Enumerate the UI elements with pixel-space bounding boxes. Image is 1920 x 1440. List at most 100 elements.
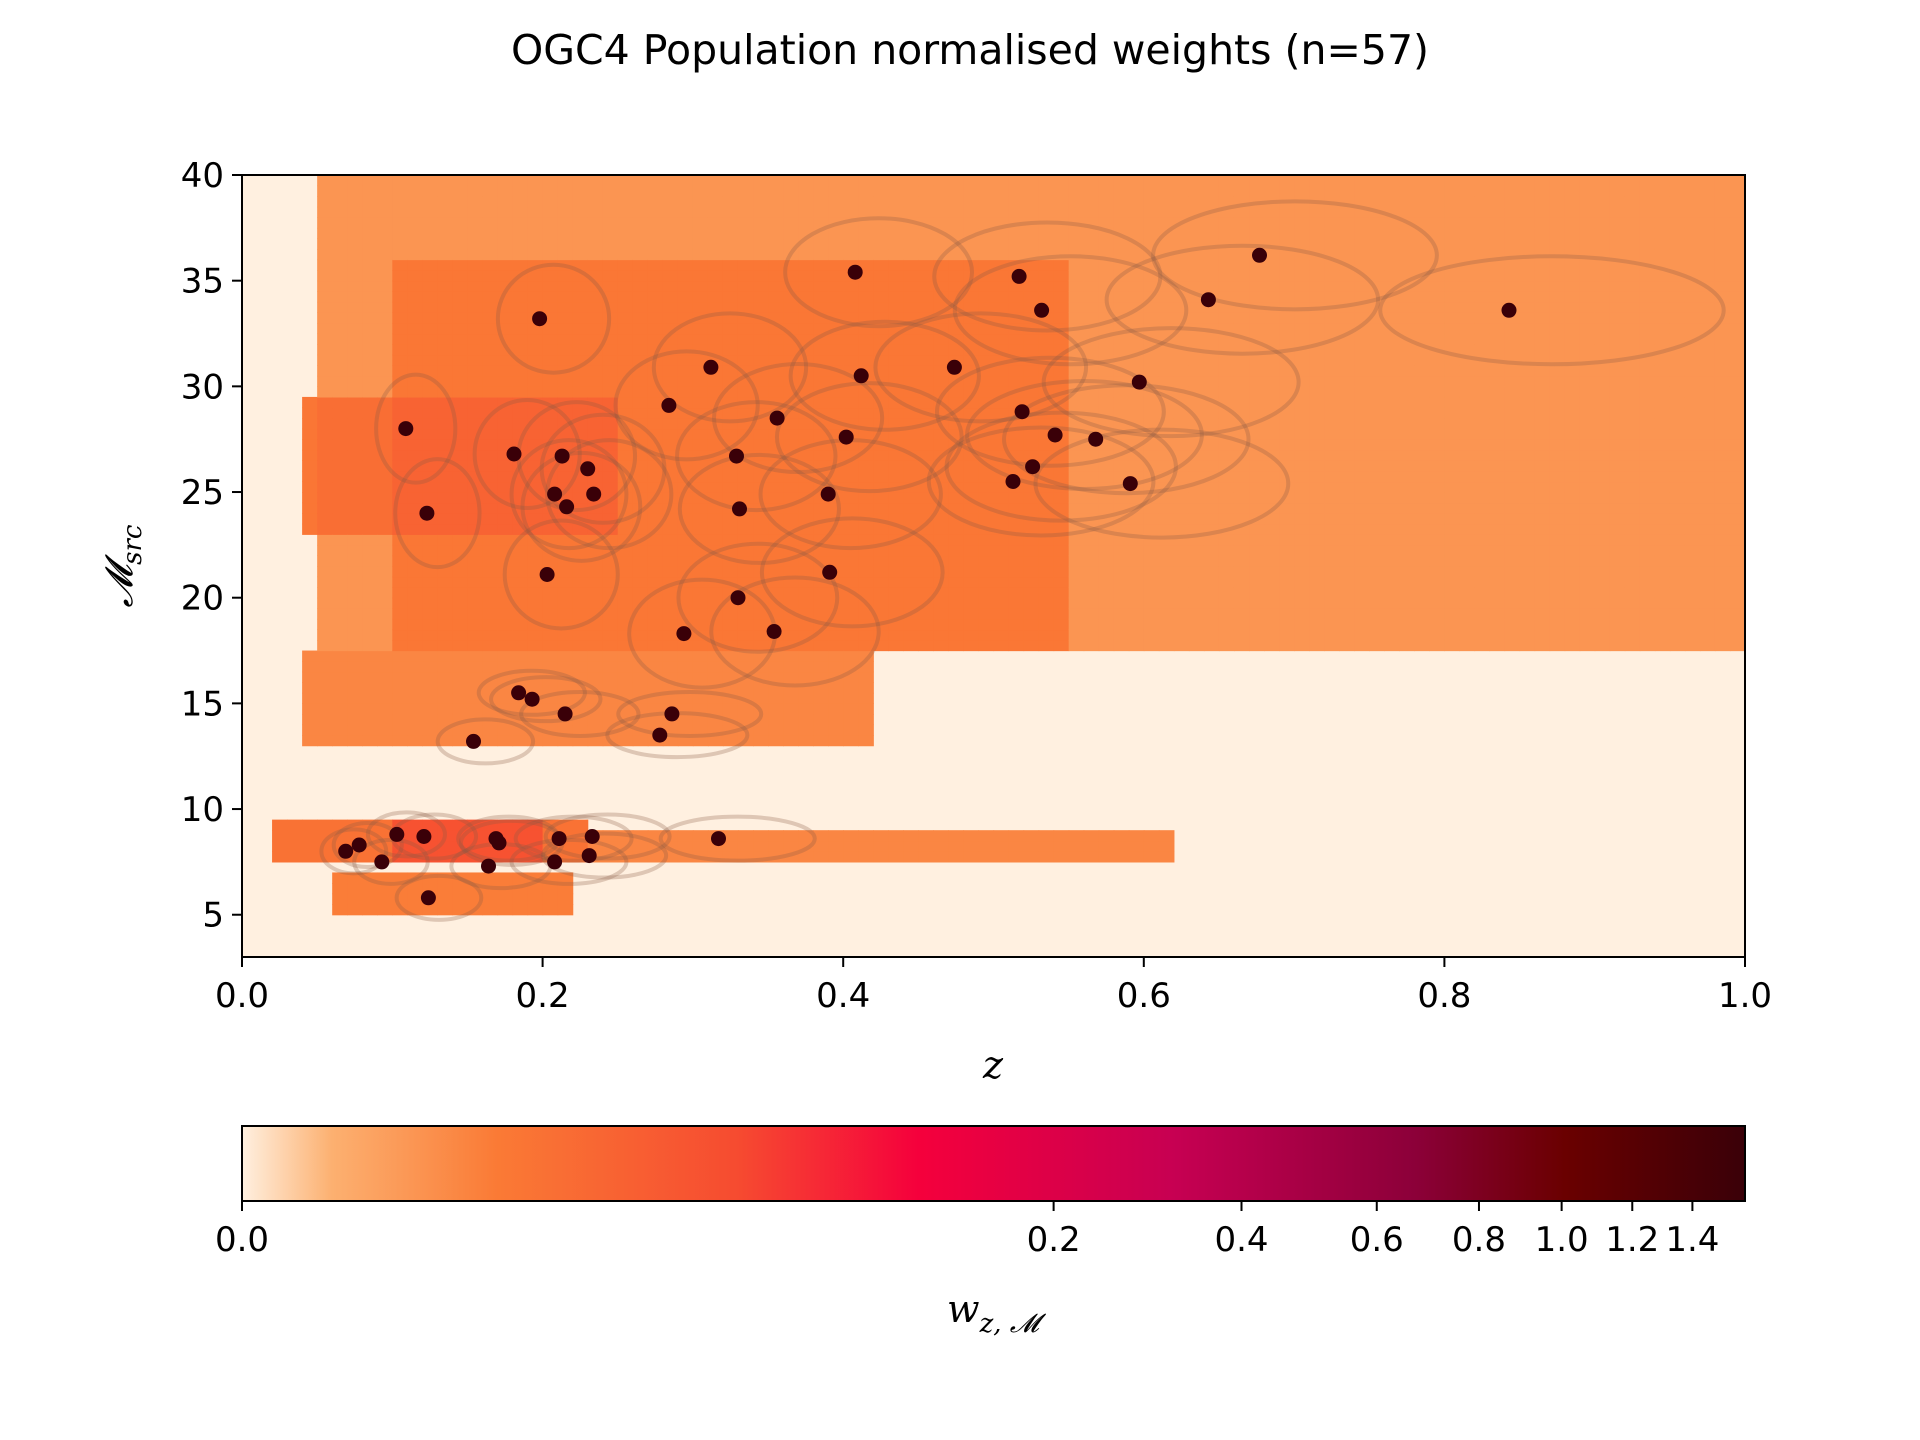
heatmap-cell: [422, 386, 438, 398]
heatmap-cell: [467, 322, 484, 335]
heatmap-cell: [662, 227, 679, 240]
heatmap-cell: [1474, 301, 1491, 313]
posterior-contour: [926, 425, 1156, 538]
heatmap-cell: [1068, 618, 1085, 631]
heatmap-cell: [1218, 449, 1235, 461]
heatmap-cell: [737, 185, 754, 197]
heatmap-cell: [1639, 238, 1656, 250]
heatmap-cell: [347, 333, 363, 345]
heatmap-cell: [392, 608, 408, 620]
heatmap-cell: [963, 270, 980, 282]
heatmap-cell: [1218, 534, 1235, 546]
heatmap-cell: [1639, 248, 1656, 261]
heatmap-cell: [482, 819, 499, 831]
heatmap-cell: [888, 523, 904, 535]
heatmap-cell: [1444, 576, 1461, 588]
posterior-contour: [712, 362, 885, 475]
heatmap-cell: [1669, 566, 1686, 578]
heatmap-cell: [1294, 301, 1310, 313]
heatmap-cell: [497, 544, 514, 557]
heatmap-cell: [377, 682, 393, 694]
heatmap-cell: [1218, 618, 1235, 631]
heatmap-cell: [1068, 185, 1085, 197]
heatmap-cell: [662, 333, 679, 345]
heatmap-cell: [1203, 407, 1220, 419]
heatmap-cell: [587, 280, 604, 292]
heatmap-cell: [1173, 639, 1190, 652]
heatmap-cell: [798, 460, 814, 472]
heatmap-cell: [1068, 386, 1085, 398]
heatmap-cell: [1654, 460, 1671, 472]
heatmap-cell: [873, 830, 889, 842]
heatmap-cell: [1023, 333, 1040, 345]
heatmap-cell: [692, 555, 709, 567]
heatmap-cell: [798, 513, 814, 525]
heatmap-cell: [1113, 576, 1130, 588]
heatmap-cell: [783, 629, 799, 641]
heatmap-cell: [587, 428, 604, 440]
heatmap-cell: [1008, 555, 1025, 567]
heatmap-cell: [1609, 185, 1626, 197]
heatmap-cell: [948, 217, 965, 229]
heatmap-cell: [707, 587, 724, 599]
heatmap-cell: [1489, 513, 1506, 525]
heatmap-cell: [828, 291, 844, 303]
heatmap-cell: [1384, 439, 1400, 451]
heatmap-cell: [1714, 544, 1731, 557]
posterior-contour: [352, 837, 430, 886]
heatmap-cell: [1233, 312, 1250, 324]
heatmap-cell: [798, 344, 814, 356]
heatmap-cell: [1714, 396, 1731, 409]
heatmap-cell: [978, 291, 995, 303]
heatmap-cell: [1684, 291, 1701, 303]
heatmap-cell: [272, 819, 288, 831]
heatmap-cell: [602, 629, 619, 641]
heatmap-cell: [1384, 639, 1400, 652]
heatmap-cell: [903, 618, 919, 631]
heatmap-cell: [437, 386, 454, 398]
heatmap-cell: [1399, 185, 1415, 197]
heatmap-cell: [1038, 259, 1055, 271]
heatmap-cell: [1504, 386, 1521, 398]
heatmap-cell: [392, 185, 408, 197]
heatmap-cell: [1519, 428, 1536, 440]
heatmap-cell: [632, 513, 649, 525]
heatmap-cell: [737, 692, 754, 704]
heatmap-cell: [647, 671, 664, 683]
heatmap-cell: [647, 523, 664, 535]
heatmap-cell: [1414, 354, 1430, 366]
heatmap-cell: [828, 449, 844, 461]
heatmap-cell: [1369, 312, 1385, 324]
heatmap-cell: [662, 175, 679, 187]
heatmap-cell: [317, 650, 333, 662]
heatmap-cell: [1339, 470, 1355, 483]
heatmap-cell: [662, 566, 679, 578]
heatmap-cell: [497, 227, 514, 240]
heatmap-cell: [482, 618, 499, 631]
heatmap-cell: [332, 396, 348, 409]
posterior-contour: [932, 220, 1163, 333]
heatmap-cell: [1173, 608, 1190, 620]
heatmap-cell: [768, 365, 784, 377]
heatmap-cell: [587, 566, 604, 578]
heatmap-cell: [692, 375, 709, 387]
heatmap-cell: [1354, 566, 1370, 578]
heatmap-cell: [1369, 576, 1385, 588]
heatmap-cell: [497, 439, 514, 451]
heatmap-cell: [948, 375, 965, 387]
heatmap-cell: [1023, 534, 1040, 546]
heatmap-cell: [933, 608, 950, 620]
heatmap-cell: [1294, 492, 1310, 504]
heatmap-cell: [1399, 481, 1415, 493]
heatmap-cell: [828, 481, 844, 493]
heatmap-cell: [647, 248, 664, 261]
heatmap-cell: [302, 492, 318, 504]
heatmap-cell: [647, 333, 664, 345]
heatmap-cell: [1249, 354, 1265, 366]
heatmap-cell: [798, 534, 814, 546]
heatmap-cell: [1699, 534, 1716, 546]
heatmap-cell: [1203, 597, 1220, 609]
heatmap-cell: [843, 227, 859, 240]
heatmap-cell: [1038, 618, 1055, 631]
